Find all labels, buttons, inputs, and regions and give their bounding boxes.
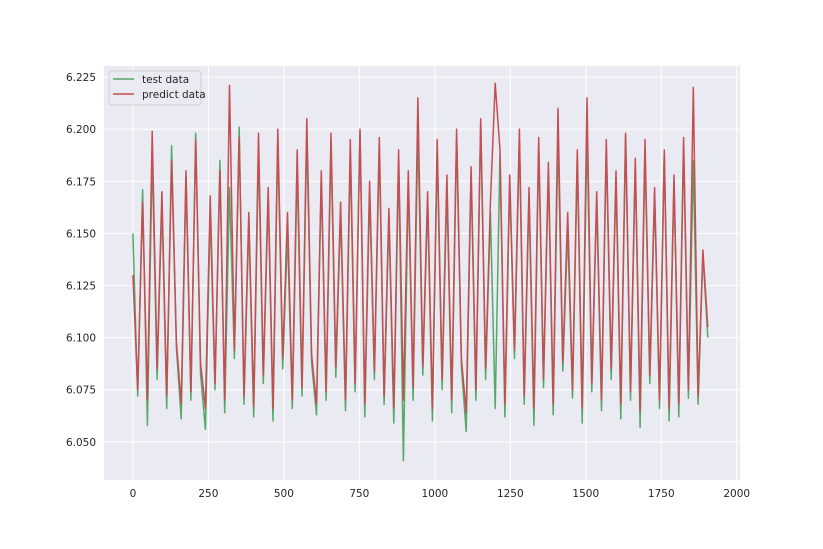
x-tick-label: 1750 [648, 488, 675, 500]
series-line-predict-data [132, 82, 709, 414]
y-tick-label: 6.100 [66, 333, 96, 345]
y-tick-label: 6.050 [66, 437, 96, 449]
x-tick-label: 500 [274, 488, 294, 500]
x-tick-label: 1000 [421, 488, 448, 500]
y-axis-ticks: 6.050 6.075 6.100 6.125 6.150 6.175 6.200 6.225 [66, 72, 96, 449]
series-lines [132, 82, 709, 462]
plot-area [104, 66, 740, 480]
x-tick-label: 1250 [497, 488, 524, 500]
y-tick-label: 6.075 [66, 385, 96, 397]
legend-label-test-data: test data [142, 74, 189, 86]
legend: test data predict data [108, 70, 206, 106]
y-tick-label: 6.225 [66, 72, 96, 84]
x-tick-label: 250 [198, 488, 218, 500]
y-tick-label: 6.175 [66, 176, 96, 188]
x-tick-label: 1500 [572, 488, 599, 500]
x-axis-ticks: 0 250 500 750 1000 1250 1500 1750 2000 [130, 488, 751, 500]
y-tick-label: 6.125 [66, 281, 96, 293]
x-tick-label: 0 [130, 488, 137, 500]
y-tick-label: 6.150 [66, 228, 96, 240]
x-tick-label: 2000 [723, 488, 750, 500]
x-tick-label: 750 [349, 488, 369, 500]
legend-label-predict-data: predict data [142, 89, 206, 101]
y-tick-label: 6.200 [66, 124, 96, 136]
